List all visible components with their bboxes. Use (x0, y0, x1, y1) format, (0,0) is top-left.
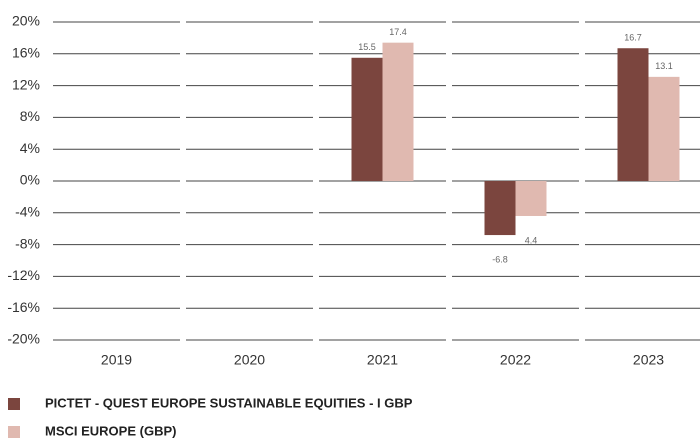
y-tick-label: 4% (20, 140, 40, 156)
y-tick-label: -16% (7, 299, 40, 315)
x-tick-label: 2019 (101, 352, 132, 368)
y-tick-label: -8% (15, 235, 40, 251)
y-tick-label: -12% (7, 267, 40, 283)
value-label: -6.8 (492, 254, 508, 264)
x-tick-label: 2023 (633, 352, 664, 368)
legend-swatch (8, 398, 20, 410)
y-tick-label: 12% (12, 76, 40, 92)
bar (382, 42, 414, 181)
bar (617, 48, 649, 181)
value-label: 4.4 (525, 235, 538, 245)
y-tick-label: 20% (12, 13, 40, 29)
value-label: 16.7 (624, 33, 642, 43)
value-label: 17.4 (389, 27, 407, 37)
y-tick-label: 0% (20, 172, 40, 188)
value-label: 13.1 (655, 61, 673, 71)
value-label: 15.5 (358, 42, 376, 52)
y-tick-label: 8% (20, 108, 40, 124)
legend-label: PICTET - QUEST EUROPE SUSTAINABLE EQUITI… (45, 395, 413, 410)
y-tick-label: 16% (12, 45, 40, 61)
x-tick-label: 2021 (367, 352, 398, 368)
bar (515, 181, 547, 216)
x-tick-label: 2020 (234, 352, 265, 368)
x-tick-label: 2022 (500, 352, 531, 368)
legend-swatch (8, 426, 20, 438)
legend-label: MSCI EUROPE (GBP) (45, 423, 176, 438)
bar (484, 181, 516, 236)
y-tick-label: -20% (7, 331, 40, 347)
y-tick-label: -4% (15, 204, 40, 220)
bar (351, 57, 383, 181)
bar (648, 76, 680, 181)
